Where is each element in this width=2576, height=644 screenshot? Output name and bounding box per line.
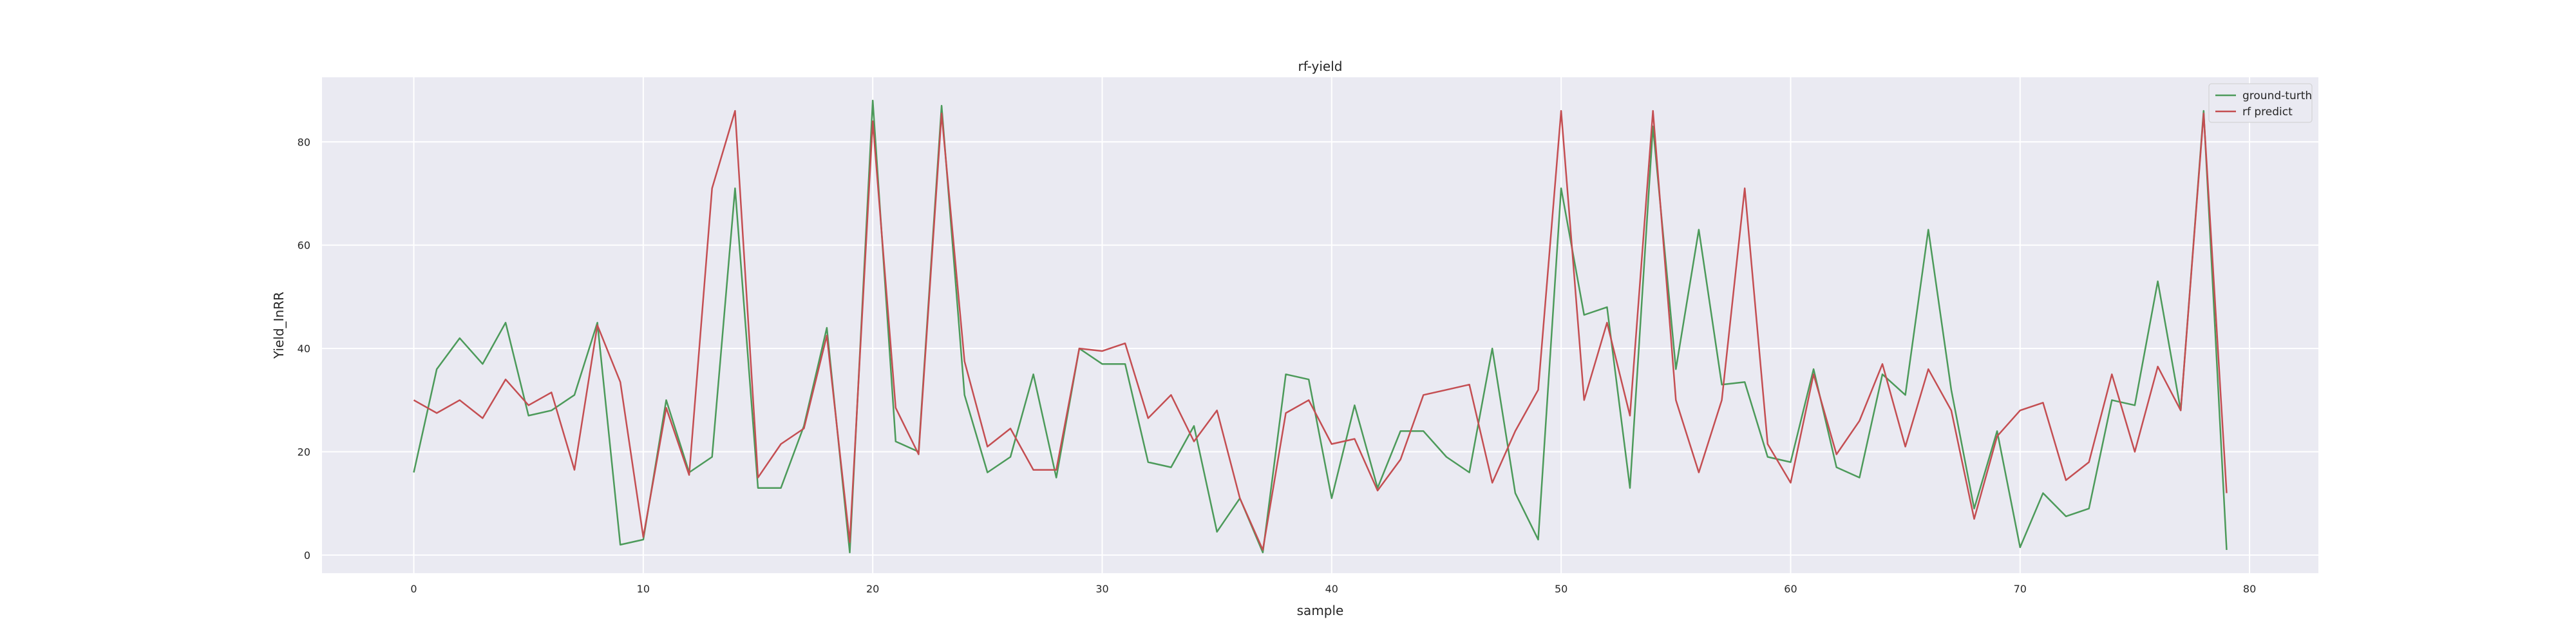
legend-label-ground-turth: ground-turth [2242,90,2312,102]
y-tick-label: 60 [298,240,310,252]
y-tick-label: 80 [298,136,310,148]
x-axis-label: sample [1297,603,1344,618]
plot-area [322,77,2318,573]
y-tick-label: 40 [298,343,310,355]
x-tick-label: 20 [866,583,879,595]
x-tick-label: 30 [1095,583,1108,595]
tick-labels: 0 10 20 30 40 50 60 70 80 0 20 40 60 80 [298,136,2257,595]
legend-box [2208,83,2313,123]
y-tick-label: 0 [304,549,310,562]
x-tick-label: 10 [637,583,650,595]
grid [322,77,2318,573]
x-tick-label: 50 [1555,583,1567,595]
legend: ground-turth rf predict [2208,83,2313,123]
x-tick-label: 0 [410,583,417,595]
legend-label-rf-predict: rf predict [2242,106,2293,118]
x-tick-label: 60 [1784,583,1797,595]
chart-title: rf-yield [1298,59,1343,74]
y-tick-label: 20 [298,446,310,459]
y-axis-label: Yield_InRR [271,292,287,359]
x-tick-label: 70 [2014,583,2027,595]
x-tick-label: 40 [1325,583,1338,595]
series-layer [413,99,2228,554]
series-line-rf-predict [413,109,2228,551]
x-tick-label: 80 [2243,583,2256,595]
series-line-ground-turth [413,99,2228,554]
